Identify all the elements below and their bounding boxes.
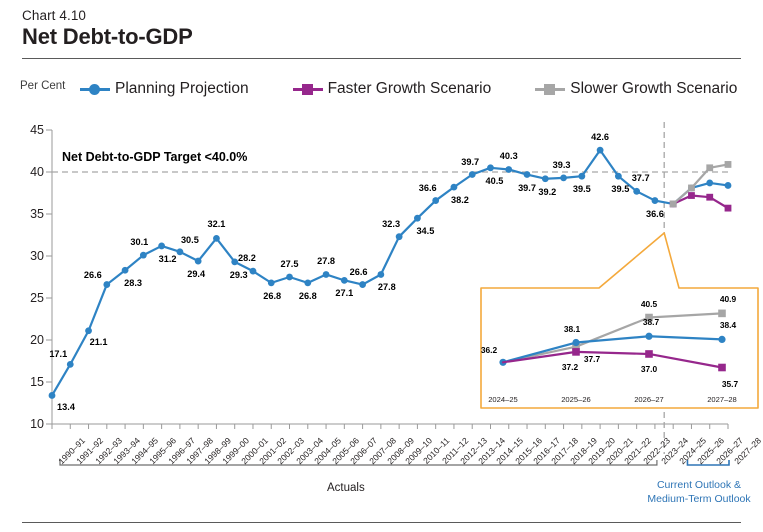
y-axis-tick: 40 [30, 165, 44, 179]
data-label: 26.6 [83, 269, 102, 280]
legend-item-slower-growth[interactable]: Slower Growth Scenario [535, 80, 737, 98]
data-label: 37.7 [631, 173, 650, 184]
data-label: 29.4 [187, 269, 206, 280]
title-divider [22, 58, 741, 59]
legend-item-faster-growth[interactable]: Faster Growth Scenario [292, 80, 492, 98]
page-title: Net Debt-to-GDP [22, 24, 193, 49]
inset-x-axis-tick: 2026–27 [634, 395, 664, 404]
data-label: 39.3 [552, 159, 571, 170]
y-axis-tick: 15 [30, 375, 44, 389]
actuals-bracket-label: Actuals [327, 482, 365, 494]
data-label: 39.5 [572, 184, 591, 195]
legend-item-planning-projection[interactable]: Planning Projection [80, 80, 249, 98]
data-label: 40.3 [499, 151, 518, 162]
inset-data-label: 40.9 [719, 294, 737, 305]
data-label: 28.2 [238, 253, 256, 264]
data-label: 39.7 [518, 182, 536, 193]
data-label: 39.5 [611, 184, 630, 195]
data-label: 34.5 [416, 226, 435, 237]
data-label: 36.6 [645, 208, 664, 219]
legend-label: Planning Projection [115, 80, 249, 97]
data-label: 31.2 [158, 253, 177, 264]
data-label: 27.5 [280, 259, 299, 269]
inset-data-label: 36.2 [480, 345, 498, 356]
y-axis-unit-label: Per Cent [20, 80, 66, 92]
data-label: 36.6 [418, 182, 437, 193]
data-label: 39.7 [461, 156, 480, 167]
inset-data-label: 38.7 [642, 317, 660, 328]
target-annotation: Net Debt-to-GDP Target <40.0% [62, 150, 248, 164]
data-label: 26.8 [263, 290, 282, 301]
data-label: 32.1 [207, 219, 226, 230]
inset-data-label: 38.1 [563, 323, 581, 334]
y-axis-tick: 45 [30, 123, 44, 137]
y-axis-tick: 25 [30, 291, 44, 305]
inset-data-label: 40.5 [640, 298, 658, 309]
inset-data-label: 35.7 [721, 378, 739, 389]
outlook-bracket-label: Current Outlook & Medium-Term Outlook [647, 479, 751, 505]
data-label: 27.1 [335, 288, 354, 299]
inset-data-label: 37.2 [561, 361, 579, 372]
chart-legend: Planning Projection Faster Growth Scenar… [80, 80, 737, 98]
inset-x-axis-tick: 2025–26 [561, 395, 591, 404]
chart-number: Chart 4.10 [22, 8, 87, 23]
data-label: 26.6 [349, 266, 368, 277]
data-label: 21.1 [89, 336, 108, 347]
data-label: 40.5 [485, 175, 504, 186]
data-label: 27.8 [317, 256, 335, 267]
legend-label: Slower Growth Scenario [570, 80, 738, 97]
data-label: 30.5 [180, 234, 199, 245]
y-axis-tick: 35 [30, 207, 44, 221]
y-axis-tick: 10 [30, 417, 44, 431]
data-label: 32.3 [382, 218, 401, 229]
legend-marker-circle-icon [80, 82, 110, 96]
inset-x-axis-tick: 2027–28 [707, 395, 737, 404]
data-label: 38.2 [450, 195, 469, 206]
y-axis-tick: 30 [30, 249, 44, 263]
bottom-divider [22, 522, 741, 523]
y-axis-tick: 20 [30, 333, 44, 347]
legend-marker-square-icon [535, 82, 566, 96]
inset-x-axis-tick: 2024–25 [488, 395, 518, 404]
data-label: 42.6 [591, 132, 610, 143]
data-label: 13.4 [57, 402, 75, 413]
inset-data-label: 37.7 [583, 353, 601, 364]
data-label: 28.3 [124, 278, 143, 289]
inset-data-label: 38.4 [719, 320, 737, 331]
data-label: 39.2 [538, 186, 557, 197]
inset-data-label: 37.0 [640, 363, 658, 374]
data-label: 30.1 [130, 237, 149, 248]
data-label: 29.3 [229, 269, 248, 280]
data-label: 26.8 [298, 290, 317, 301]
data-label: 17.1 [49, 349, 68, 360]
legend-label: Faster Growth Scenario [327, 80, 492, 97]
data-label: 27.8 [377, 282, 396, 293]
legend-marker-square-icon [292, 82, 323, 96]
